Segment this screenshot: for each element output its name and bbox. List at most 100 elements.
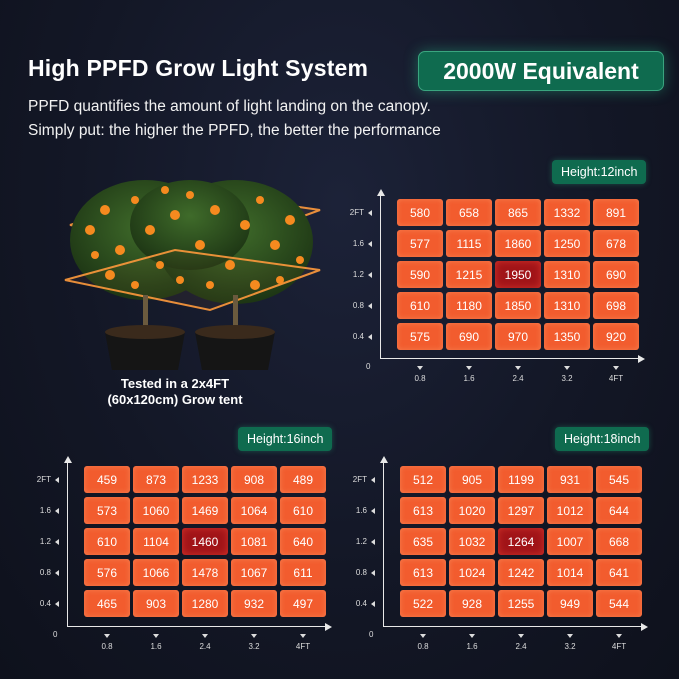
x-tick-label: 0.8: [417, 642, 429, 651]
x-tick-marker: [469, 634, 475, 638]
y-axis-arrow: [379, 456, 388, 463]
ppfd-cell: 497: [280, 590, 326, 617]
x-axis-arrow: [641, 622, 648, 631]
height-badge: Height:12inch: [552, 160, 647, 184]
x-tick-marker: [564, 366, 570, 370]
ppfd-cell: 1250: [544, 230, 590, 257]
ppfd-cell: 931: [547, 466, 593, 493]
y-tick-label: 1.2: [355, 536, 367, 546]
y-tick-label: 1.6: [355, 505, 367, 515]
y-tick-label: 1.6: [352, 238, 364, 248]
x-tick-marker: [417, 366, 423, 370]
x-tick-marker: [515, 366, 521, 370]
x-tick-label: 4FT: [608, 374, 624, 383]
y-tick-label: 0.8: [39, 567, 51, 577]
y-tick-marker: [55, 476, 59, 483]
ppfd-cell: 891: [593, 199, 639, 226]
height-badge: Height:16inch: [238, 427, 333, 451]
x-tick-label: 3.2: [561, 374, 573, 383]
ppfd-cell: 1012: [547, 497, 593, 524]
ppfd-cell: 1032: [449, 528, 495, 555]
ppfd-cell: 1180: [446, 292, 492, 319]
y-tick-label: 0.4: [355, 598, 367, 608]
x-tick-marker: [613, 366, 619, 370]
ppfd-cell: 658: [446, 199, 492, 226]
ppfd-cell: 903: [133, 590, 179, 617]
ppfd-cell: 1064: [231, 497, 277, 524]
ppfd-cell: 1066: [133, 559, 179, 586]
ppfd-grid: 512 905 1199 931 545 613 1020 1297 1012 644 635 103…: [400, 466, 642, 617]
y-tick-label: 0.8: [355, 567, 367, 577]
orange-tree-illustration: [64, 180, 321, 370]
ppfd-cell: 1280: [182, 590, 228, 617]
y-tick-marker: [371, 507, 375, 514]
x-tick-label: 1.6: [466, 642, 478, 651]
y-tick-label: 1.2: [39, 536, 51, 546]
ppfd-cell: 1242: [498, 559, 544, 586]
ppfd-cell: 580: [397, 199, 443, 226]
ppfd-cell: 932: [231, 590, 277, 617]
ppfd-cell: 1860: [495, 230, 541, 257]
tent-caption: Tested in a 2x4FT (60x120cm) Grow tent: [70, 376, 280, 408]
x-axis-arrow: [638, 354, 645, 363]
x-tick-label: 2.4: [199, 642, 211, 651]
ppfd-cell: 908: [231, 466, 277, 493]
page-title: High PPFD Grow Light System: [28, 55, 369, 81]
height-badge: Height:18inch: [555, 427, 650, 451]
ppfd-cell: 1115: [446, 230, 492, 257]
ppfd-cell: 1310: [544, 261, 590, 288]
wattage-badge: 2000W Equivalent: [418, 51, 664, 91]
y-tick-marker: [371, 538, 375, 545]
ppfd-cell: 690: [446, 323, 492, 350]
ppfd-cell: 1020: [449, 497, 495, 524]
x-tick-marker: [518, 634, 524, 638]
x-tick-marker: [420, 634, 426, 638]
y-axis-line: [67, 463, 68, 626]
x-tick-label: 3.2: [248, 642, 260, 651]
ppfd-cell: 678: [593, 230, 639, 257]
x-tick-marker: [466, 366, 472, 370]
ppfd-cell: 610: [84, 528, 130, 555]
ppfd-cell: 1850: [495, 292, 541, 319]
subtitle-line-1: PPFD quantifies the amount of light land…: [28, 98, 431, 115]
x-tick-marker: [300, 634, 306, 638]
y-tick-label: 2FT: [349, 207, 364, 217]
ppfd-cell: 698: [593, 292, 639, 319]
origin-label: 0: [53, 630, 58, 639]
ppfd-cell: 920: [593, 323, 639, 350]
ppfd-cell: 544: [596, 590, 642, 617]
tent-caption-line-1: Tested in a 2x4FT: [120, 376, 230, 391]
origin-label: 0: [369, 630, 374, 639]
ppfd-cell: 635: [400, 528, 446, 555]
y-tick-label: 0.4: [39, 598, 51, 608]
x-tick-marker: [202, 634, 208, 638]
y-tick-marker: [368, 209, 372, 216]
y-tick-marker: [55, 507, 59, 514]
ppfd-cell: 668: [596, 528, 642, 555]
ppfd-cell: 873: [133, 466, 179, 493]
x-tick-label: 1.6: [150, 642, 162, 651]
y-tick-label: 0.4: [352, 331, 364, 341]
y-tick-marker: [368, 240, 372, 247]
ppfd-cell: 949: [547, 590, 593, 617]
ppfd-cell: 1297: [498, 497, 544, 524]
ppfd-cell: 512: [400, 466, 446, 493]
ppfd-cell: 1060: [133, 497, 179, 524]
ppfd-cell: 459: [84, 466, 130, 493]
y-tick-label: 2FT: [352, 474, 367, 484]
y-tick-label: 1.2: [352, 269, 364, 279]
x-axis-arrow: [325, 622, 332, 631]
ppfd-cell: 1255: [498, 590, 544, 617]
ppfd-cell: 1067: [231, 559, 277, 586]
y-tick-marker: [371, 476, 375, 483]
x-tick-label: 0.8: [101, 642, 113, 651]
ppfd-grid: 459 873 1233 908 489 573 1060 1469 1064 610 610 110…: [84, 466, 326, 617]
x-tick-label: 2.4: [512, 374, 524, 383]
ppfd-cell: 573: [84, 497, 130, 524]
ppfd-cell: 970: [495, 323, 541, 350]
ppfd-cell-peak: 1460: [182, 528, 228, 555]
y-axis-arrow: [63, 456, 72, 463]
ppfd-cell: 1478: [182, 559, 228, 586]
ppfd-cell: 641: [596, 559, 642, 586]
origin-label: 0: [366, 362, 371, 371]
